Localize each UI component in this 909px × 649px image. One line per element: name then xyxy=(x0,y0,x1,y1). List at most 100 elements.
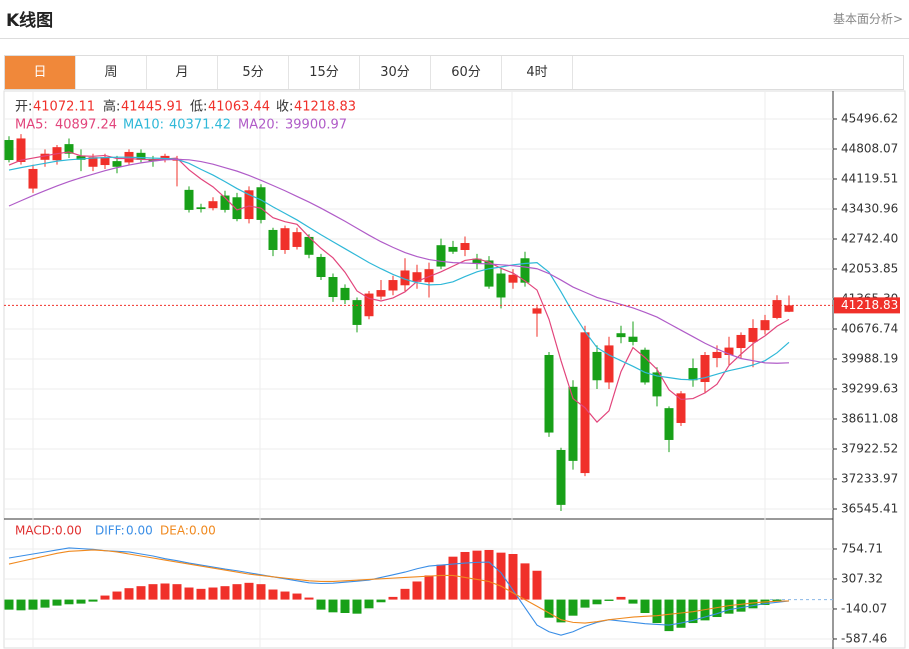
macd-bar xyxy=(628,599,638,604)
legend-value: 39900.97 xyxy=(285,118,347,133)
y-tick-label: -140.07 xyxy=(841,601,887,615)
macd-bar xyxy=(100,595,110,600)
tab[interactable]: 30分 xyxy=(360,56,431,89)
macd-bar xyxy=(232,584,242,600)
last-price-box xyxy=(834,297,900,314)
legend-label: MA5: xyxy=(15,118,48,133)
candle-body xyxy=(556,449,566,505)
tab[interactable]: 4时 xyxy=(502,56,573,89)
candle-body xyxy=(604,345,614,383)
candle-body xyxy=(568,386,578,461)
candle-body xyxy=(460,243,470,250)
candle-body xyxy=(4,140,14,161)
macd-bar xyxy=(352,599,362,614)
candle-body xyxy=(628,336,638,342)
info-value: 41445.91 xyxy=(121,100,183,115)
macd-bar xyxy=(736,599,746,612)
candle-body xyxy=(304,236,314,255)
macd-bar xyxy=(256,584,266,600)
macd-bar xyxy=(508,553,518,600)
candle-body xyxy=(88,157,98,167)
y-tick-label: 754.71 xyxy=(841,541,883,555)
macd-line xyxy=(8,547,790,636)
macd-bar xyxy=(520,563,530,600)
candle-body xyxy=(316,256,326,278)
y-tick-label: 43430.96 xyxy=(841,201,898,215)
macd-bar xyxy=(316,599,326,610)
tab[interactable]: 5分 xyxy=(218,56,289,89)
y-tick-label: 39299.63 xyxy=(841,381,898,395)
tab[interactable]: 15分 xyxy=(289,56,360,89)
macd-bar xyxy=(424,575,434,600)
macd-bar xyxy=(436,564,446,600)
candle-body xyxy=(352,300,362,325)
candle-body xyxy=(496,273,506,298)
candle-body xyxy=(760,320,770,331)
tab[interactable]: 60分 xyxy=(431,56,502,89)
info-label: 收: xyxy=(276,100,293,115)
candle-body xyxy=(484,260,494,287)
candle-body xyxy=(436,245,446,267)
macd-bar xyxy=(772,599,782,602)
y-tick-label: 42053.85 xyxy=(841,261,898,275)
candle-body xyxy=(136,152,146,160)
page-title: K线图 xyxy=(6,11,54,31)
macd-bar xyxy=(664,599,674,632)
macd-bar xyxy=(64,599,74,605)
macd-bar xyxy=(640,599,650,613)
macd-bar xyxy=(412,581,422,600)
macd-bar xyxy=(544,599,554,618)
macd-bar xyxy=(184,587,194,600)
candle-body xyxy=(688,368,698,381)
candle-body xyxy=(256,187,266,220)
y-tick-label: 45496.62 xyxy=(841,111,898,125)
candle-body xyxy=(388,280,398,291)
macd-bar xyxy=(604,599,614,601)
macd-bar xyxy=(136,586,146,600)
candle-body xyxy=(424,269,434,283)
y-tick-label: 42742.40 xyxy=(841,231,898,245)
candle-body xyxy=(40,153,50,160)
macd-bar xyxy=(112,591,122,600)
macd-bar xyxy=(4,599,14,610)
candle-body xyxy=(508,274,518,283)
fundamental-link[interactable]: 基本面分析> xyxy=(832,12,903,26)
macd-bar xyxy=(712,599,722,618)
candle-body xyxy=(724,347,734,355)
macd-bar xyxy=(196,588,206,600)
tab-bar: 日周月 5分 15分 30分 60分 4时 xyxy=(4,55,904,90)
candle-body xyxy=(544,354,554,433)
macd-bar xyxy=(748,599,758,609)
info-value: 41063.44 xyxy=(208,100,270,115)
macd-bar xyxy=(28,599,38,610)
candle-body xyxy=(412,272,422,282)
macd-bar xyxy=(172,584,182,600)
legend-value: 40897.24 xyxy=(55,118,117,133)
y-tick-label: 39988.19 xyxy=(841,351,898,365)
candle-body xyxy=(196,207,206,210)
candle-body xyxy=(400,270,410,286)
info-value: 41218.83 xyxy=(294,100,356,115)
candle-body xyxy=(736,334,746,349)
candle-body xyxy=(268,229,278,250)
macd-bar xyxy=(40,599,50,608)
info-label: 开: xyxy=(15,100,32,115)
tab[interactable]: 月 xyxy=(147,56,218,89)
indicator-label: DEA: xyxy=(160,524,189,538)
candle-body xyxy=(340,287,350,301)
tab[interactable]: 周 xyxy=(76,56,147,89)
macd-bar xyxy=(292,593,302,600)
indicator-value: 0.00 xyxy=(189,524,216,538)
legend-label: MA20: xyxy=(238,118,279,133)
macd-bar xyxy=(208,587,218,600)
candle-body xyxy=(580,332,590,474)
macd-bar xyxy=(496,552,506,600)
macd-bar xyxy=(484,549,494,600)
macd-bar xyxy=(220,586,230,600)
info-label: 高: xyxy=(103,99,120,115)
candle-body xyxy=(16,138,26,162)
legend-label: MA10: xyxy=(123,118,164,133)
tab[interactable]: 日 xyxy=(5,56,76,89)
